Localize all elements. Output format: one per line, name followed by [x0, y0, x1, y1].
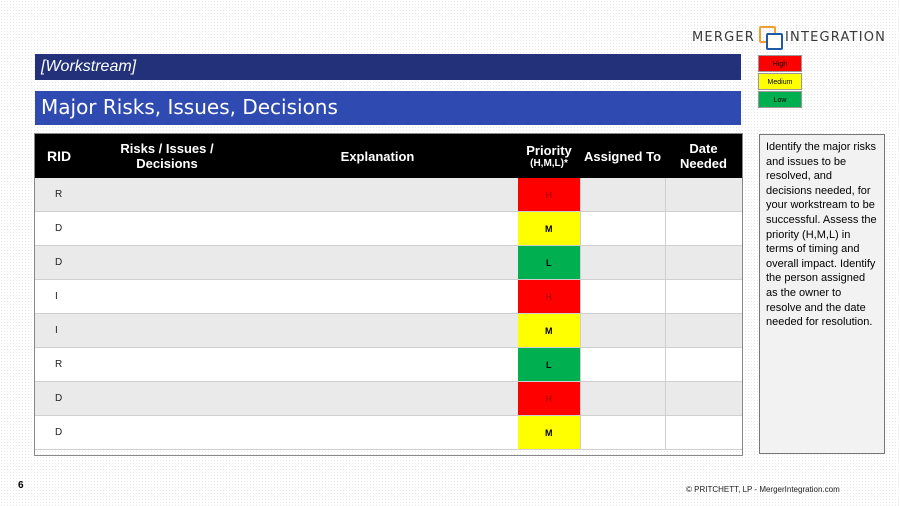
date-cell [664, 245, 742, 280]
assigned-cell [579, 347, 665, 382]
risks-cell [97, 347, 237, 382]
assigned-cell [579, 211, 665, 246]
assigned-cell [579, 313, 665, 348]
rid-cell: I [35, 279, 97, 314]
priority-cell: M [518, 415, 580, 450]
date-cell [664, 313, 742, 348]
header-priority: Priority (H,M,L)* [518, 134, 580, 178]
header-date: Date Needed [665, 134, 742, 178]
merger-integration-logo: MERGER INTEGRATION [692, 24, 886, 50]
header-priority-label: Priority [526, 143, 572, 158]
copyright: © PRITCHETT, LP - MergerIntegration.com [686, 485, 840, 494]
rid-cell: R [35, 178, 97, 212]
page-title: Major Risks, Issues, Decisions [35, 91, 741, 125]
explanation-cell [237, 381, 518, 416]
header-assigned: Assigned To [580, 134, 665, 178]
risks-cell [97, 415, 237, 450]
priority-cell: L [518, 347, 580, 382]
header-priority-sub: (H,M,L)* [530, 158, 568, 169]
priority-cell: H [518, 178, 580, 212]
risks-table: RID Risks / Issues / Decisions Explanati… [35, 134, 742, 450]
assigned-cell [579, 415, 665, 450]
date-cell [664, 347, 742, 382]
header-rid: RID [35, 134, 97, 178]
risks-cell [97, 381, 237, 416]
explanation-cell [237, 245, 518, 280]
priority-cell: M [518, 211, 580, 246]
rid-cell: D [35, 245, 97, 280]
header-explanation: Explanation [237, 134, 518, 178]
date-cell [664, 381, 742, 416]
date-cell [664, 211, 742, 246]
priority-cell: H [518, 279, 580, 314]
risks-cell [97, 245, 237, 280]
rid-cell: R [35, 347, 97, 382]
priority-legend: High Medium Low [758, 55, 802, 109]
priority-cell: L [518, 245, 580, 280]
risks-cell [97, 178, 237, 212]
explanation-cell [237, 279, 518, 314]
explanation-cell [237, 415, 518, 450]
risks-cell [97, 313, 237, 348]
explanation-cell [237, 313, 518, 348]
rid-cell: D [35, 415, 97, 450]
priority-cell: H [518, 381, 580, 416]
legend-medium: Medium [758, 73, 802, 90]
risks-cell [97, 211, 237, 246]
instructions-note: Identify the major risks and issues to b… [759, 134, 885, 454]
date-cell [664, 279, 742, 314]
logo-text-right: INTEGRATION [784, 29, 887, 45]
priority-cell: M [518, 313, 580, 348]
assigned-cell [579, 245, 665, 280]
workstream-banner: [Workstream] [35, 54, 741, 80]
assigned-cell [579, 279, 665, 314]
logo-squares-icon [757, 24, 783, 50]
header-risks: Risks / Issues / Decisions [97, 134, 237, 178]
legend-high: High [758, 55, 802, 72]
logo-text-left: MERGER [692, 29, 755, 45]
table-header-row: RID Risks / Issues / Decisions Explanati… [35, 134, 742, 178]
legend-low: Low [758, 91, 802, 108]
assigned-cell [579, 381, 665, 416]
explanation-cell [237, 347, 518, 382]
risks-cell [97, 279, 237, 314]
explanation-cell [237, 178, 518, 212]
rid-cell: D [35, 381, 97, 416]
date-cell [664, 415, 742, 450]
date-cell [664, 178, 742, 212]
rid-cell: I [35, 313, 97, 348]
page-number: 6 [18, 480, 24, 491]
rid-cell: D [35, 211, 97, 246]
assigned-cell [579, 178, 665, 212]
explanation-cell [237, 211, 518, 246]
